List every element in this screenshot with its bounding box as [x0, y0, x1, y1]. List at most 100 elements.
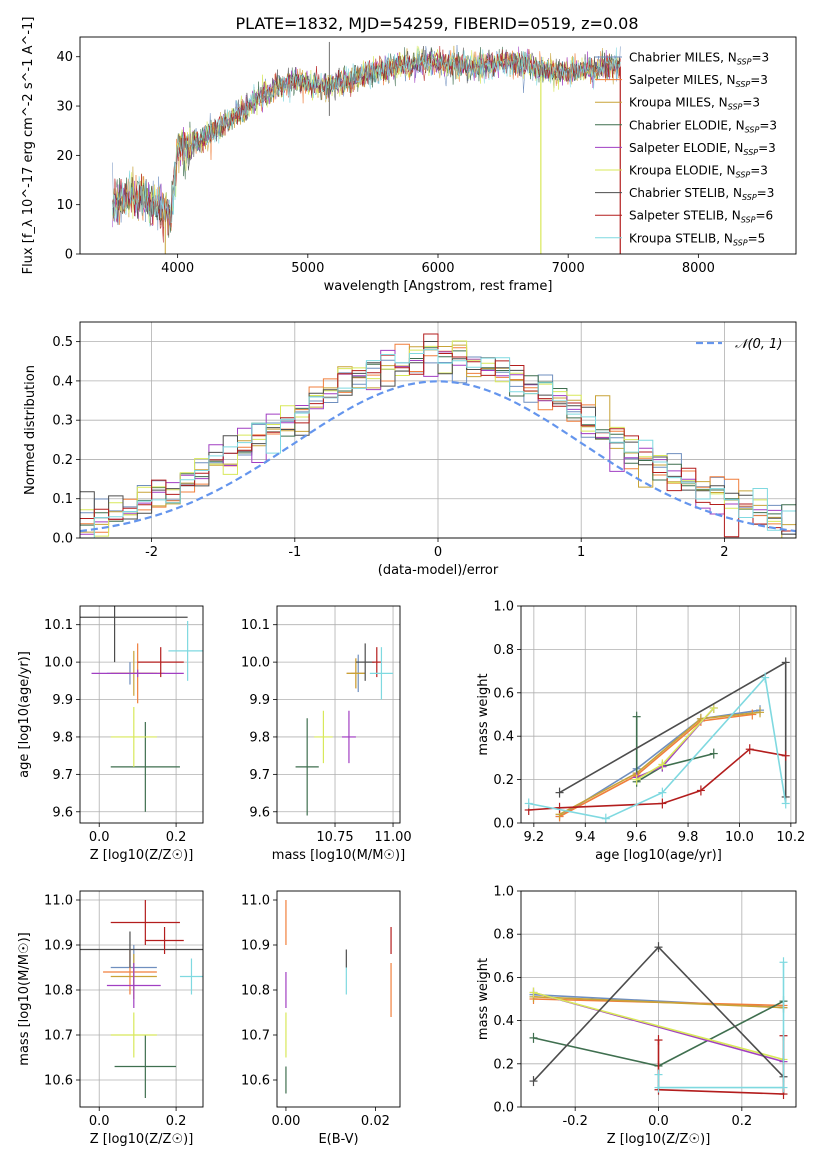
x-tick-label: 9.8: [678, 830, 699, 845]
y-tick-label: 10.1: [241, 618, 270, 633]
y-tick-label: 10.6: [241, 1074, 270, 1089]
x-axis-label: Z [log10(Z/Z☉)]: [607, 1132, 711, 1147]
plot-area: [524, 657, 790, 823]
x-tick-label: 7000: [552, 261, 585, 276]
plot-area: [285, 900, 392, 1094]
x-tick-label: 0.2: [166, 1114, 187, 1129]
plot-area: [80, 333, 796, 538]
x-tick-label: 11.00: [374, 830, 411, 845]
x-tick-label: 9.4: [575, 830, 596, 845]
y-axis-label: mass weight: [476, 673, 491, 755]
y-tick-label: 10.7: [241, 1029, 270, 1044]
y-tick-label: 0.0: [52, 532, 73, 547]
y-tick-label: 0.0: [493, 817, 514, 832]
spectrum-line-kroupa_stelib: [112, 47, 621, 227]
x-tick-label: 0.0: [89, 830, 110, 845]
x-tick-label: 0.2: [166, 830, 187, 845]
normal-curve: [80, 380, 796, 533]
y-tick-label: 40: [56, 50, 73, 65]
y-tick-label: 10.7: [44, 1029, 73, 1044]
y-tick-label: 0.1: [52, 492, 73, 507]
axes-frame: [79, 321, 797, 539]
x-tick-label: 10.75: [316, 830, 353, 845]
y-tick-label: 0.4: [493, 1014, 514, 1029]
y-tick-label: 10.1: [44, 618, 73, 633]
chart-spectrum: 4000 5000 6000 7000 8000 0 10 20 30 40 wavelength …: [21, 17, 797, 294]
plot-area: [295, 643, 394, 816]
axes-frame: [276, 890, 401, 1108]
legend-label-kroupa_elodie: Kroupa ELODIE, NSSP=3: [629, 164, 768, 180]
x-axis-label: (data-model)/error: [378, 563, 499, 578]
y-tick-label: 9.9: [52, 693, 73, 708]
chart-residual-hist: -2 -1 0 1 2 0.0 0.1 0.2 0.3 0.4 0.5 (data-model)/er…: [23, 321, 797, 578]
chart-mass-vs-ebv: 0.00 0.02 10.6 10.7 10.8 10.9 11.0 E(B-V): [241, 890, 401, 1147]
x-tick-label: 0: [434, 545, 442, 560]
legend-label-chabrier_elodie: Chabrier ELODIE, NSSP=3: [629, 118, 777, 134]
x-tick-label: -0.2: [562, 1114, 587, 1129]
y-tick-label: 0.2: [52, 453, 73, 468]
y-tick-label: 10.8: [44, 984, 73, 999]
weight-line-kroupa_stelib: [528, 675, 787, 820]
y-axis-label: mass [log10(M/M☉)]: [17, 932, 32, 1065]
chart-mass-weight-vs-z: -0.2 0.0 0.2 0.0 0.2 0.4 0.6 0.8 1.0 Z [log10(Z/Z…: [476, 885, 797, 1147]
y-tick-label: 20: [56, 149, 73, 164]
weight-line-chabrier_elodie: [635, 716, 714, 784]
x-tick-label: 9.6: [626, 830, 647, 845]
y-tick-label: 0: [65, 248, 73, 263]
legend-label-normal: 𝒩(0, 1): [735, 337, 782, 352]
y-tick-label: 0.4: [493, 730, 514, 745]
axes-frame: [79, 605, 204, 824]
weight-line-kroupa_stelib: [657, 962, 785, 1089]
y-tick-label: 0.3: [52, 414, 73, 429]
y-tick-label: 10.6: [44, 1074, 73, 1089]
chart-age-vs-mass: 10.75 11.00 9.6 9.7 9.8 9.9 10.0 10.1 mass [log1…: [241, 605, 412, 863]
y-axis-label: mass weight: [476, 958, 491, 1040]
chart-mass-vs-z: 0.0 0.2 10.6 10.7 10.8 10.9 11.0 Z [log10(Z/Z☉)…: [17, 890, 204, 1147]
y-tick-label: 0.4: [52, 374, 73, 389]
y-tick-label: 9.9: [249, 693, 270, 708]
y-tick-label: 9.6: [249, 805, 270, 820]
x-tick-label: 8000: [682, 261, 715, 276]
y-axis-label: Flux [f_λ 10^-17 erg cm^-2 s^-1 A^-1]: [21, 17, 36, 275]
legend-label-kroupa_miles: Kroupa MILES, NSSP=3: [629, 96, 760, 112]
y-tick-label: 11.0: [44, 894, 73, 909]
y-tick-label: 0.6: [493, 686, 514, 701]
axes-frame: [520, 605, 797, 824]
x-tick-label: 0.0: [648, 1114, 669, 1129]
chart-mass-weight-vs-age: 9.2 9.4 9.6 9.8 10.0 10.2 0.0 0.2 0.4 0.6 0.8 1.0 ag…: [476, 600, 805, 864]
legend-label-chabrier_stelib: Chabrier STELIB, NSSP=3: [629, 186, 774, 202]
y-tick-label: 9.7: [52, 768, 73, 783]
y-axis-label: age [log10(age/yr)]: [17, 651, 32, 778]
legend-label-kroupa_stelib: Kroupa STELIB, NSSP=5: [629, 231, 765, 247]
x-tick-label: -2: [145, 545, 158, 560]
x-axis-label: mass [log10(M/M☉)]: [272, 848, 405, 863]
y-tick-label: 10.0: [241, 656, 270, 671]
plot-area: [80, 900, 203, 1098]
chart-age-vs-z: 0.0 0.2 9.6 9.7 9.8 9.9 10.0 10.1 Z [log10(Z/Z☉)…: [17, 605, 204, 863]
x-axis-label: Z [log10(Z/Z☉)]: [90, 848, 194, 863]
y-tick-label: 0.8: [493, 643, 514, 658]
x-tick-label: 10.2: [776, 830, 805, 845]
axes-frame: [276, 605, 401, 824]
x-tick-label: 9.2: [524, 830, 545, 845]
y-tick-label: 1.0: [493, 885, 514, 900]
x-axis-label: age [log10(age/yr)]: [595, 848, 722, 863]
y-tick-label: 0.6: [493, 971, 514, 986]
y-tick-label: 0.2: [493, 773, 514, 788]
y-tick-label: 10.9: [44, 939, 73, 954]
y-tick-label: 0.8: [493, 928, 514, 943]
x-tick-label: 6000: [421, 261, 454, 276]
y-tick-label: 0.0: [493, 1101, 514, 1116]
axes-frame: [79, 36, 797, 255]
weight-line-kroupa_miles: [533, 996, 784, 1009]
x-tick-label: 1: [577, 545, 585, 560]
x-tick-label: 5000: [291, 261, 324, 276]
weight-line-kroupa_elodie: [533, 991, 784, 1061]
y-tick-label: 30: [56, 100, 73, 115]
y-axis-label: Normed distribution: [23, 365, 38, 495]
y-tick-label: 0.2: [493, 1057, 514, 1072]
x-axis-label: Z [log10(Z/Z☉)]: [90, 1132, 194, 1147]
legend-label-salpeter_stelib: Salpeter STELIB, NSSP=6: [629, 209, 773, 225]
plots-group: 4000 5000 6000 7000 8000010203040wavelength …: [17, 17, 805, 1147]
weight-line-chabrier_stelib: [559, 661, 787, 797]
